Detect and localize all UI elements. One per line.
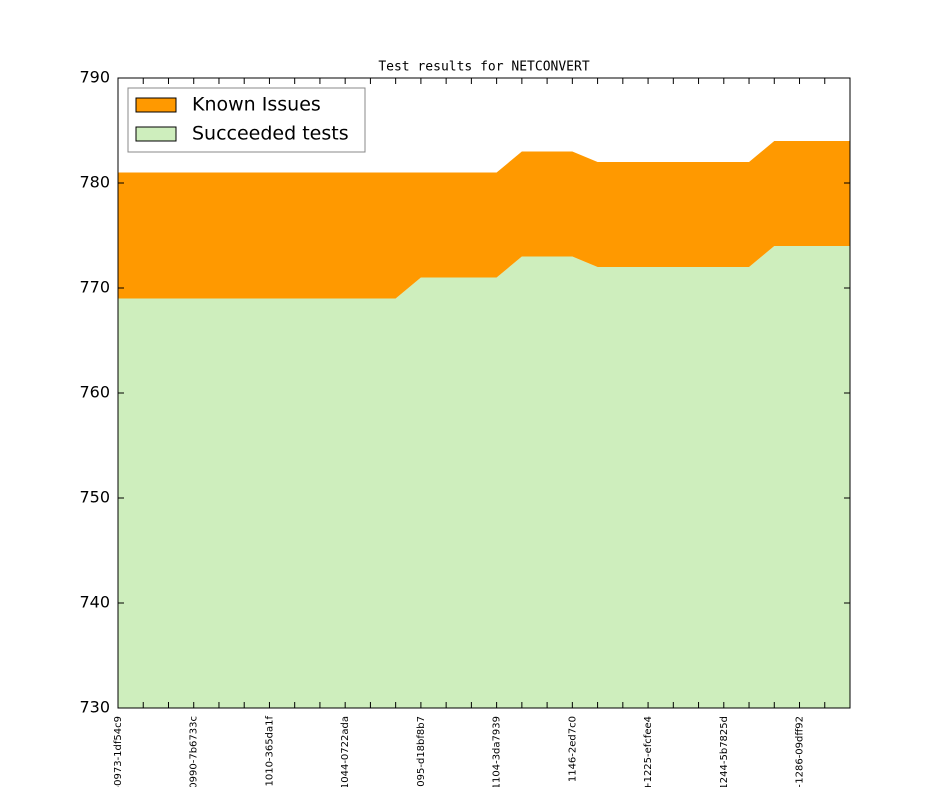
y-tick-label: 730 [79,698,110,717]
y-tick-label: 740 [79,593,110,612]
legend: Known Issues Succeeded tests [127,87,366,153]
y-tick-label: 770 [79,278,110,297]
y-tick-label: 760 [79,383,110,402]
y-tick-label: 790 [79,68,110,87]
x-tick-label: 095-d18bf8b7 [416,716,427,787]
x-tick-label: -1010-365da1f [264,716,275,787]
legend-label: Succeeded tests [192,123,349,145]
legend-label: Known Issues [192,94,321,116]
y-tick-label: 750 [79,488,110,507]
x-tick-label: +1286-09dff92 [795,716,806,787]
area [118,141,850,299]
x-tick-label: 1044-0722ada [340,716,351,787]
y-tick-label: 780 [79,173,110,192]
chart-title: Test results for NETCONVERT [378,60,589,75]
x-tick-label: 0990-7b6733c [189,716,200,787]
x-tick-label: -0973-1df54c9 [113,716,124,787]
x-tick-label: 1244-5b7825d [719,716,730,787]
area [118,246,850,708]
legend-swatch [135,97,177,113]
x-tick-label: +1225-efcfee4 [643,716,654,787]
legend-swatch [135,126,177,142]
x-tick-label: 1104-3da7939 [492,716,503,787]
x-tick-label: 1146-2ed7c0 [567,716,578,782]
